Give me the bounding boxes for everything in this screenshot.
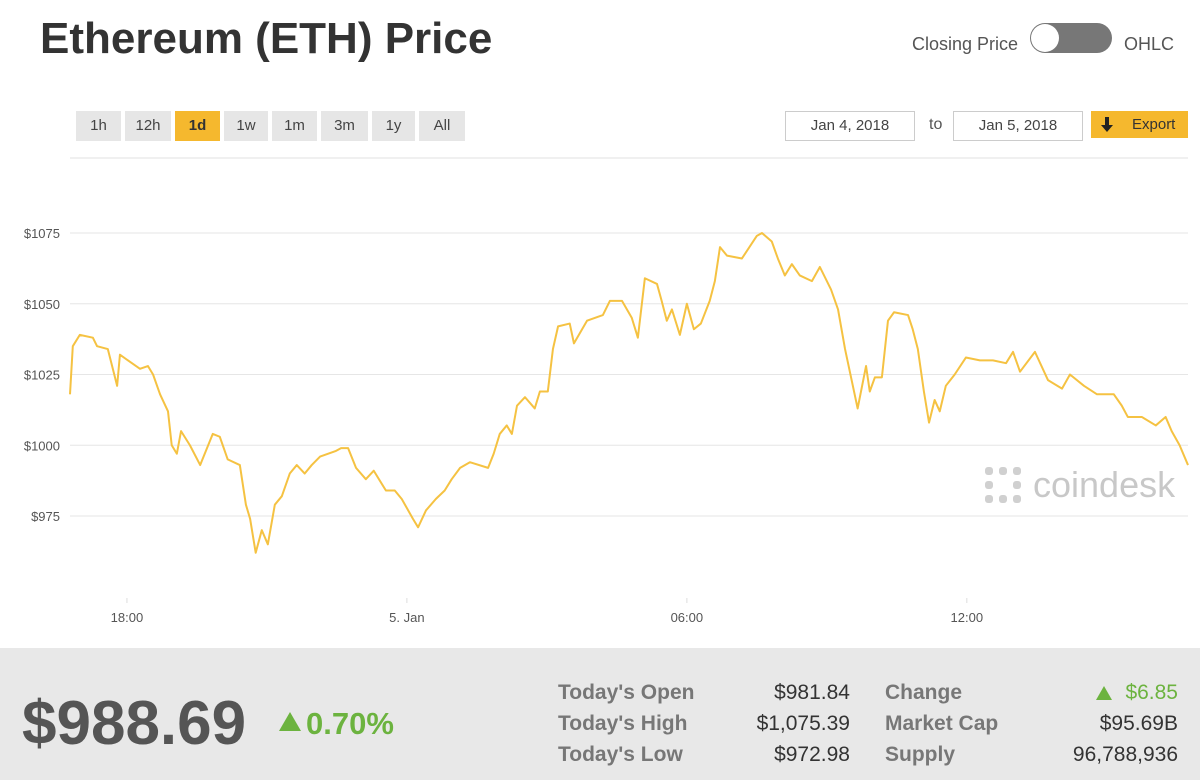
stat-label: Market Cap xyxy=(885,712,999,735)
price-line xyxy=(69,232,1189,554)
x-tick-label: 12:00 xyxy=(951,610,984,625)
stat-value: $981.84 xyxy=(774,681,850,704)
range-button[interactable]: All xyxy=(419,111,465,141)
stat-value: $1,075.39 xyxy=(756,712,850,735)
stat-label: Today's High xyxy=(558,712,688,735)
watermark: coindesk xyxy=(1033,464,1176,505)
range-button[interactable]: 12h xyxy=(125,111,171,141)
up-arrow xyxy=(1096,686,1112,700)
stat-label: Today's Open xyxy=(558,681,695,704)
range-button[interactable]: 1w xyxy=(224,111,268,141)
y-tick-label: $1050 xyxy=(24,297,60,312)
watermark-icon xyxy=(985,467,1021,503)
stat-value: 96,788,936 xyxy=(1072,743,1178,766)
page-title: Ethereum (ETH) Price xyxy=(40,14,493,63)
toggle-label: OHLC xyxy=(1124,34,1175,54)
stat-label: Today's Low xyxy=(558,743,683,766)
date-from[interactable]: Jan 4, 2018 xyxy=(785,111,915,141)
range-button[interactable]: 1h xyxy=(76,111,121,141)
y-tick-label: $1075 xyxy=(24,226,60,241)
stat-value: $972.98 xyxy=(774,743,850,766)
export-icon xyxy=(1101,117,1113,132)
range-button[interactable]: 1y xyxy=(372,111,415,141)
y-tick-label: $1025 xyxy=(24,368,60,383)
change-percent: 0.70% xyxy=(306,706,394,741)
y-tick-label: $1000 xyxy=(24,438,60,453)
toggle[interactable] xyxy=(1030,23,1112,53)
date-to[interactable]: Jan 5, 2018 xyxy=(953,111,1083,141)
stat-value: $95.69B xyxy=(1099,712,1178,735)
toggle-knob xyxy=(1031,24,1059,52)
chart: coindesk $975 $1000 $1025 $1050 $1075 18:00 5.… xyxy=(24,157,1189,625)
range-button[interactable]: 3m xyxy=(321,111,368,141)
stat-label: Change xyxy=(885,681,963,704)
export-button[interactable]: Export xyxy=(1091,111,1188,138)
stat-label: Supply xyxy=(885,743,956,766)
export-label: Export xyxy=(1132,116,1176,133)
range-button[interactable]: 1d xyxy=(175,111,220,141)
y-tick-label: $975 xyxy=(31,509,60,524)
date-separator: to xyxy=(929,116,943,133)
x-tick-label: 5. Jan xyxy=(389,610,424,625)
up-arrow xyxy=(279,712,301,731)
summary-bar: $988.69 0.70% Today's Open $981.84 Change $… xyxy=(0,648,1200,780)
toggle-label: Closing Price xyxy=(912,34,1019,54)
stat-value: $6.85 xyxy=(1125,681,1178,704)
x-tick-label: 06:00 xyxy=(671,610,704,625)
range-button[interactable]: 1m xyxy=(272,111,317,141)
x-tick-label: 18:00 xyxy=(111,610,144,625)
current-price: $988.69 xyxy=(22,689,247,758)
up-arrow-shape xyxy=(1096,686,1112,700)
